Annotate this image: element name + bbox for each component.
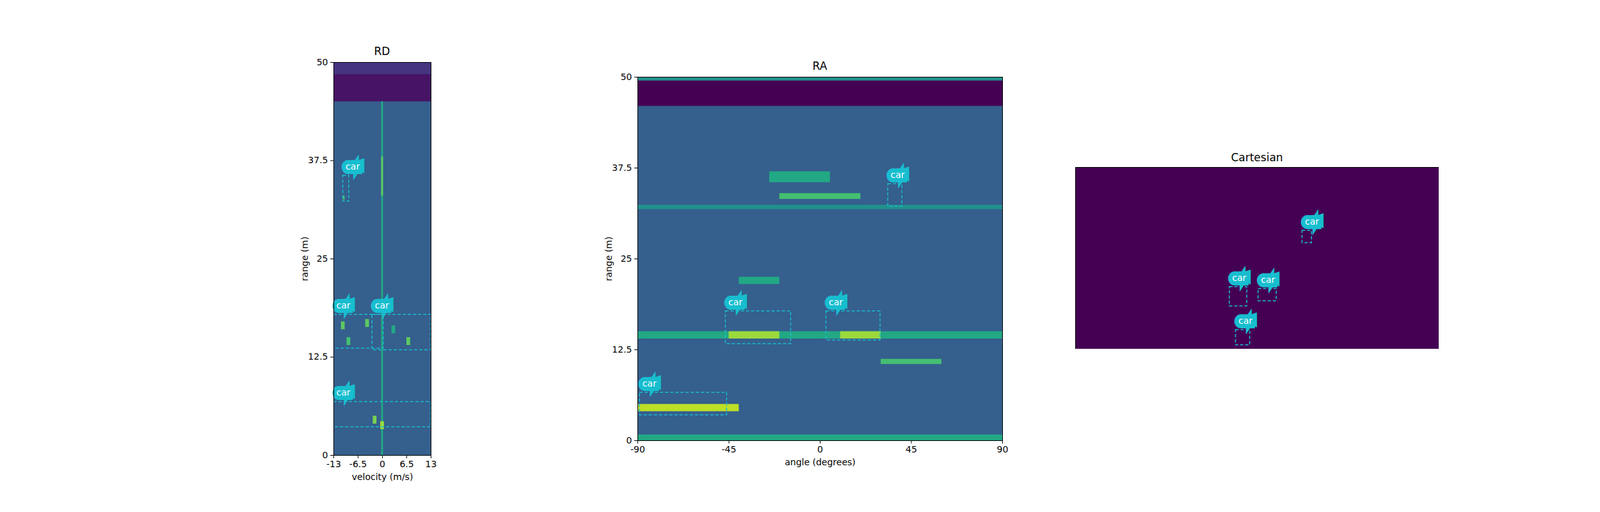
html-text:RA: RA — [812, 59, 828, 73]
svg-text:velocity (m/s): velocity (m/s) — [352, 471, 414, 482]
svg-text:0: 0 — [379, 458, 386, 470]
svg-text:car: car — [728, 296, 743, 308]
svg-text:90: 90 — [997, 444, 1009, 455]
svg-text:car: car — [345, 161, 360, 172]
svg-text:car: car — [1304, 216, 1320, 227]
svg-text:car: car — [890, 169, 905, 180]
svg-text:-45: -45 — [721, 444, 737, 455]
svg-text:-6.5: -6.5 — [349, 458, 367, 470]
svg-text:13: 13 — [425, 458, 438, 470]
svg-text:car: car — [336, 300, 351, 311]
svg-text:car: car — [642, 378, 657, 389]
svg-text:0: 0 — [626, 435, 632, 446]
svg-text:37.5: 37.5 — [611, 162, 632, 173]
svg-text:range (m): range (m) — [299, 236, 310, 282]
html-text:Cartesian: Cartesian — [1230, 151, 1283, 164]
svg-text:0: 0 — [322, 449, 328, 461]
svg-text:12.5: 12.5 — [307, 351, 328, 362]
svg-text:-90: -90 — [630, 444, 646, 455]
svg-text:45: 45 — [905, 444, 918, 455]
svg-text:car: car — [1232, 272, 1247, 283]
svg-text:50: 50 — [620, 71, 633, 82]
svg-text:range (m): range (m) — [603, 236, 614, 282]
svg-text:car: car — [1260, 274, 1275, 285]
svg-text:25: 25 — [620, 253, 633, 264]
svg-text:car: car — [336, 387, 351, 398]
svg-text:37.5: 37.5 — [307, 154, 328, 166]
svg-text:6.5: 6.5 — [399, 458, 414, 470]
svg-text:car: car — [375, 300, 390, 311]
svg-text:-13: -13 — [326, 458, 342, 470]
svg-text:0: 0 — [817, 444, 824, 455]
svg-text:50: 50 — [316, 56, 329, 68]
html-text:RD: RD — [374, 44, 391, 58]
svg-text:car: car — [828, 296, 843, 308]
svg-text:car: car — [1238, 315, 1253, 326]
svg-text:12.5: 12.5 — [611, 344, 632, 355]
svg-text:25: 25 — [316, 253, 329, 264]
svg-text:angle (degrees): angle (degrees) — [784, 456, 856, 468]
